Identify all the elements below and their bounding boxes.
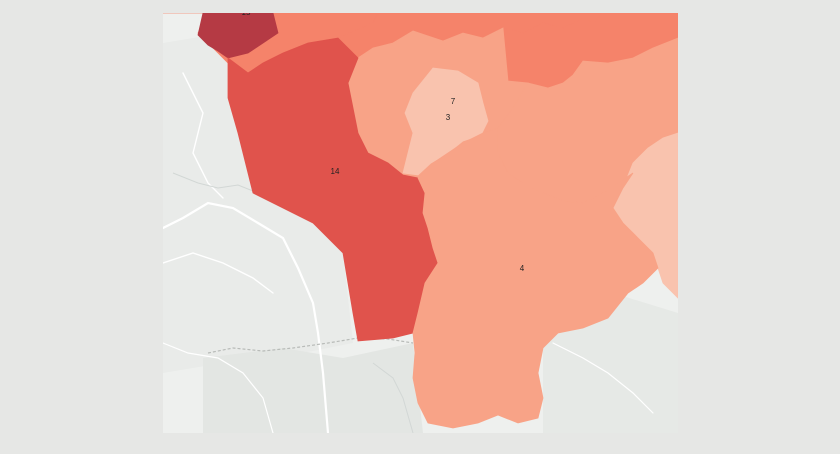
road-southeast [552,342,654,414]
region-center-small[interactable] [402,67,489,176]
region-label-14: 14 [331,167,340,176]
map-canvas[interactable]: 15 7 3 14 4 [163,13,678,433]
road-north [182,72,224,199]
region-label-7: 7 [451,97,456,106]
region-label-3: 3 [446,113,451,122]
choropleth-map[interactable]: 15 7 3 14 4 [163,13,678,433]
land-texture-south [203,343,423,433]
region-label-4: 4 [520,264,525,273]
road-main [163,201,330,433]
road-southwest [163,342,274,433]
region-north-west-top[interactable] [197,13,279,59]
region-south-center[interactable] [412,127,659,429]
road-secondary [163,252,274,294]
river-south [372,362,414,433]
river-west [172,172,259,194]
region-label-15: 15 [242,13,251,17]
